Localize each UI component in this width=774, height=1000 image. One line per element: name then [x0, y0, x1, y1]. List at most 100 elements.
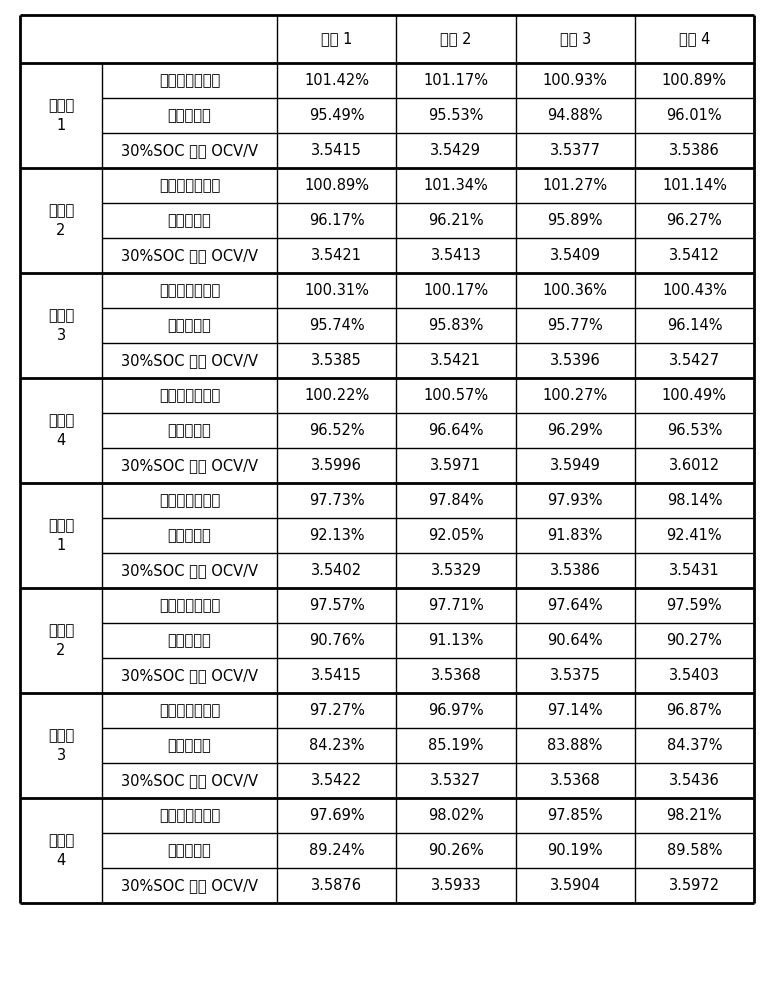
- Text: 3.5403: 3.5403: [669, 668, 720, 683]
- Text: 101.14%: 101.14%: [662, 178, 727, 193]
- Text: 100.93%: 100.93%: [543, 73, 608, 88]
- Text: 84.37%: 84.37%: [666, 738, 722, 753]
- Text: 100.43%: 100.43%: [662, 283, 727, 298]
- Text: 首次充放电效率: 首次充放电效率: [159, 703, 220, 718]
- Text: 101.42%: 101.42%: [304, 73, 369, 88]
- Text: 3.5949: 3.5949: [550, 458, 601, 473]
- Text: 3.5421: 3.5421: [430, 353, 481, 368]
- Text: 首次充放电效率: 首次充放电效率: [159, 283, 220, 298]
- Text: 97.71%: 97.71%: [428, 598, 484, 613]
- Text: 30%SOC 下的 OCV/V: 30%SOC 下的 OCV/V: [121, 878, 258, 893]
- Text: 首次充放电效率: 首次充放电效率: [159, 73, 220, 88]
- Text: 3.5377: 3.5377: [550, 143, 601, 158]
- Text: 样品 2: 样品 2: [440, 31, 471, 46]
- Text: 3.5396: 3.5396: [550, 353, 601, 368]
- Text: 3.5386: 3.5386: [669, 143, 720, 158]
- Text: 3.5327: 3.5327: [430, 773, 481, 788]
- Text: 3.5375: 3.5375: [550, 668, 601, 683]
- Text: 90.26%: 90.26%: [428, 843, 484, 858]
- Text: 96.27%: 96.27%: [666, 213, 722, 228]
- Text: 97.73%: 97.73%: [309, 493, 365, 508]
- Text: 容量保持率: 容量保持率: [168, 738, 211, 753]
- Text: 3.5409: 3.5409: [550, 248, 601, 263]
- Text: 3.5422: 3.5422: [311, 773, 362, 788]
- Text: 3.5876: 3.5876: [311, 878, 362, 893]
- Text: 首次充放电效率: 首次充放电效率: [159, 178, 220, 193]
- Text: 首次充放电效率: 首次充放电效率: [159, 493, 220, 508]
- Text: 91.13%: 91.13%: [428, 633, 484, 648]
- Text: 30%SOC 下的 OCV/V: 30%SOC 下的 OCV/V: [121, 668, 258, 683]
- Text: 97.57%: 97.57%: [309, 598, 365, 613]
- Text: 100.89%: 100.89%: [662, 73, 727, 88]
- Text: 对比例
2: 对比例 2: [48, 623, 74, 658]
- Text: 97.93%: 97.93%: [547, 493, 603, 508]
- Text: 96.01%: 96.01%: [666, 108, 722, 123]
- Text: 3.5413: 3.5413: [430, 248, 481, 263]
- Text: 100.31%: 100.31%: [304, 283, 369, 298]
- Text: 96.21%: 96.21%: [428, 213, 484, 228]
- Text: 95.89%: 95.89%: [547, 213, 603, 228]
- Text: 96.29%: 96.29%: [547, 423, 603, 438]
- Text: 97.14%: 97.14%: [547, 703, 603, 718]
- Text: 89.24%: 89.24%: [309, 843, 365, 858]
- Text: 30%SOC 下的 OCV/V: 30%SOC 下的 OCV/V: [121, 458, 258, 473]
- Text: 90.19%: 90.19%: [547, 843, 603, 858]
- Text: 97.27%: 97.27%: [309, 703, 365, 718]
- Text: 样品 1: 样品 1: [321, 31, 352, 46]
- Text: 101.17%: 101.17%: [423, 73, 488, 88]
- Text: 100.49%: 100.49%: [662, 388, 727, 403]
- Text: 3.5421: 3.5421: [311, 248, 362, 263]
- Text: 对比例
3: 对比例 3: [48, 728, 74, 763]
- Text: 95.49%: 95.49%: [309, 108, 365, 123]
- Text: 3.5431: 3.5431: [669, 563, 720, 578]
- Text: 实施例
1: 实施例 1: [48, 98, 74, 133]
- Text: 3.5436: 3.5436: [669, 773, 720, 788]
- Text: 3.5904: 3.5904: [550, 878, 601, 893]
- Text: 94.88%: 94.88%: [547, 108, 603, 123]
- Text: 3.5429: 3.5429: [430, 143, 481, 158]
- Text: 样品 4: 样品 4: [679, 31, 710, 46]
- Text: 85.19%: 85.19%: [428, 738, 484, 753]
- Text: 容量保持率: 容量保持率: [168, 843, 211, 858]
- Text: 91.83%: 91.83%: [547, 528, 603, 543]
- Text: 98.21%: 98.21%: [666, 808, 722, 823]
- Text: 3.5385: 3.5385: [311, 353, 362, 368]
- Text: 3.6012: 3.6012: [669, 458, 720, 473]
- Text: 首次充放电效率: 首次充放电效率: [159, 388, 220, 403]
- Text: 实施例
3: 实施例 3: [48, 308, 74, 343]
- Text: 30%SOC 下的 OCV/V: 30%SOC 下的 OCV/V: [121, 773, 258, 788]
- Text: 100.27%: 100.27%: [543, 388, 608, 403]
- Text: 3.5386: 3.5386: [550, 563, 601, 578]
- Text: 3.5996: 3.5996: [311, 458, 362, 473]
- Text: 容量保持率: 容量保持率: [168, 108, 211, 123]
- Text: 对比例
4: 对比例 4: [48, 833, 74, 868]
- Text: 容量保持率: 容量保持率: [168, 633, 211, 648]
- Text: 89.58%: 89.58%: [666, 843, 722, 858]
- Text: 100.89%: 100.89%: [304, 178, 369, 193]
- Text: 96.17%: 96.17%: [309, 213, 365, 228]
- Text: 90.76%: 90.76%: [309, 633, 365, 648]
- Text: 97.85%: 97.85%: [547, 808, 603, 823]
- Text: 92.13%: 92.13%: [309, 528, 365, 543]
- Text: 96.97%: 96.97%: [428, 703, 484, 718]
- Text: 3.5933: 3.5933: [430, 878, 481, 893]
- Text: 100.36%: 100.36%: [543, 283, 608, 298]
- Text: 3.5415: 3.5415: [311, 143, 362, 158]
- Text: 101.34%: 101.34%: [423, 178, 488, 193]
- Text: 97.84%: 97.84%: [428, 493, 484, 508]
- Text: 样品 3: 样品 3: [560, 31, 591, 46]
- Text: 容量保持率: 容量保持率: [168, 528, 211, 543]
- Text: 3.5415: 3.5415: [311, 668, 362, 683]
- Text: 98.02%: 98.02%: [428, 808, 484, 823]
- Text: 95.83%: 95.83%: [428, 318, 484, 333]
- Text: 3.5329: 3.5329: [430, 563, 481, 578]
- Text: 3.5971: 3.5971: [430, 458, 481, 473]
- Text: 96.87%: 96.87%: [666, 703, 722, 718]
- Text: 实施例
4: 实施例 4: [48, 413, 74, 448]
- Text: 95.77%: 95.77%: [547, 318, 603, 333]
- Text: 实施例
2: 实施例 2: [48, 203, 74, 238]
- Text: 100.22%: 100.22%: [304, 388, 369, 403]
- Text: 83.88%: 83.88%: [547, 738, 603, 753]
- Text: 容量保持率: 容量保持率: [168, 213, 211, 228]
- Text: 100.57%: 100.57%: [423, 388, 488, 403]
